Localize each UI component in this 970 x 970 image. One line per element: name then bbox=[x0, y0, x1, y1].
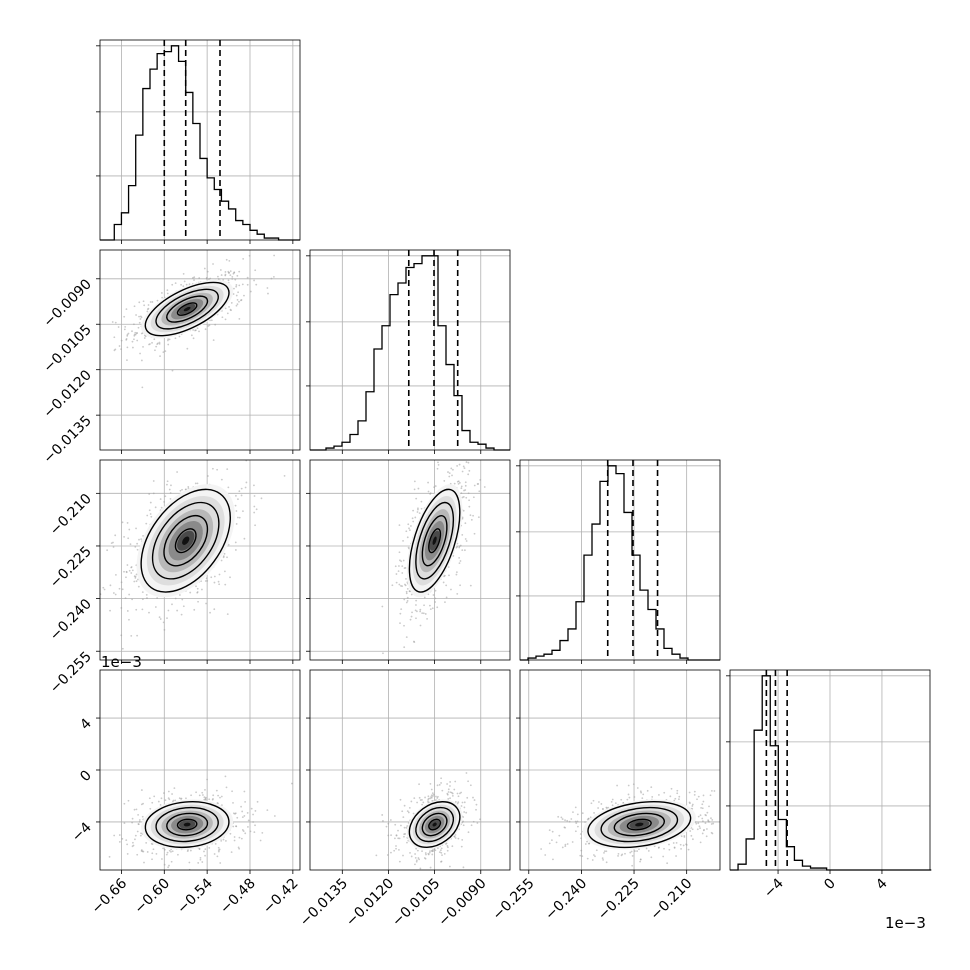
histogram-step-line bbox=[520, 465, 720, 661]
y-tick-label: −0.0120 bbox=[41, 367, 95, 421]
density-panel-0-3 bbox=[96, 670, 300, 874]
density-frame bbox=[99, 459, 301, 661]
density-fill bbox=[635, 822, 644, 827]
density-frame bbox=[519, 669, 721, 871]
density-frame bbox=[99, 249, 301, 451]
x-tick-label: −0.0090 bbox=[435, 876, 489, 930]
x-tick-label: −0.0120 bbox=[343, 876, 397, 930]
density-contour bbox=[163, 515, 209, 567]
density-fill bbox=[183, 822, 191, 827]
x-tick-label: −0.225 bbox=[595, 876, 643, 924]
x-tick-label: −0.66 bbox=[89, 875, 131, 917]
x-tick-label: 4 bbox=[873, 875, 891, 893]
x-tick-label: −0.42 bbox=[260, 876, 302, 918]
histogram-frame bbox=[99, 39, 301, 241]
density-frame bbox=[309, 459, 511, 661]
histogram-frame bbox=[729, 669, 931, 871]
density-fill bbox=[432, 822, 437, 827]
density-contour bbox=[176, 818, 198, 831]
y-tick-label: −0.255 bbox=[47, 649, 95, 697]
y-tick-label: −0.240 bbox=[47, 596, 95, 644]
density-contour bbox=[600, 806, 679, 843]
histogram-step-line bbox=[310, 255, 510, 451]
y-offset-text: 1e−3 bbox=[101, 653, 142, 671]
density-contour bbox=[151, 501, 220, 580]
histogram-panel-0 bbox=[96, 40, 300, 244]
x-tick-label: −0.0135 bbox=[297, 876, 351, 930]
density-contour bbox=[421, 812, 448, 837]
density-contour bbox=[415, 806, 455, 843]
y-tick-label: −0.225 bbox=[47, 543, 95, 591]
histogram-frame bbox=[309, 249, 511, 451]
y-tick-label: 0 bbox=[77, 768, 95, 786]
y-tick-label: −0.210 bbox=[47, 491, 95, 539]
density-panel-0-2 bbox=[96, 460, 300, 664]
density-fill bbox=[432, 536, 437, 545]
density-panel-1-2 bbox=[306, 460, 510, 664]
density-contour bbox=[140, 488, 231, 593]
density-panel-0-1 bbox=[96, 250, 300, 454]
x-tick-label: −0.48 bbox=[217, 876, 259, 918]
y-tick-label: −0.0135 bbox=[41, 413, 95, 467]
density-contour bbox=[155, 288, 219, 330]
density-panel-1-3 bbox=[306, 670, 510, 874]
x-tick-label: −0.210 bbox=[648, 876, 696, 924]
density-contour bbox=[415, 501, 455, 580]
density-contour bbox=[613, 812, 665, 837]
density-contour bbox=[144, 281, 230, 337]
density-contour bbox=[166, 295, 209, 323]
histogram-frame bbox=[519, 459, 721, 661]
density-contour bbox=[408, 488, 461, 593]
density-contour bbox=[428, 818, 442, 831]
y-tick-label: −0.0105 bbox=[41, 322, 95, 376]
histogram-step-line bbox=[730, 675, 932, 871]
density-fill bbox=[183, 306, 191, 312]
density-contour bbox=[144, 801, 230, 849]
x-tick-label: −4 bbox=[761, 875, 787, 901]
density-fill bbox=[182, 536, 190, 545]
density-contour bbox=[174, 528, 197, 554]
x-tick-label: −0.255 bbox=[490, 876, 538, 924]
x-tick-label: −0.60 bbox=[131, 876, 173, 918]
density-contour bbox=[408, 801, 461, 849]
x-tick-label: −0.54 bbox=[174, 875, 216, 917]
x-offset-text: 1e−3 bbox=[885, 914, 926, 932]
density-contour bbox=[587, 801, 692, 849]
density-contour bbox=[166, 812, 209, 837]
density-frame bbox=[99, 669, 301, 871]
histogram-step-line bbox=[100, 45, 300, 241]
density-panel-2-3 bbox=[516, 670, 720, 874]
density-contour bbox=[421, 515, 448, 567]
y-tick-label: 4 bbox=[77, 716, 95, 734]
density-contour bbox=[428, 528, 442, 554]
x-tick-label: −0.0105 bbox=[389, 876, 443, 930]
density-contour bbox=[155, 806, 219, 843]
y-tick-label: −4 bbox=[69, 819, 95, 845]
histogram-panel-3 bbox=[726, 670, 932, 874]
density-frame bbox=[309, 669, 511, 871]
x-tick-label: −0.240 bbox=[542, 876, 590, 924]
histogram-panel-2 bbox=[516, 460, 720, 664]
histogram-panel-1 bbox=[306, 250, 510, 454]
y-tick-label: −0.0090 bbox=[41, 276, 95, 330]
x-tick-label: 0 bbox=[821, 876, 839, 894]
density-contour bbox=[176, 302, 198, 316]
density-contour bbox=[626, 818, 652, 831]
